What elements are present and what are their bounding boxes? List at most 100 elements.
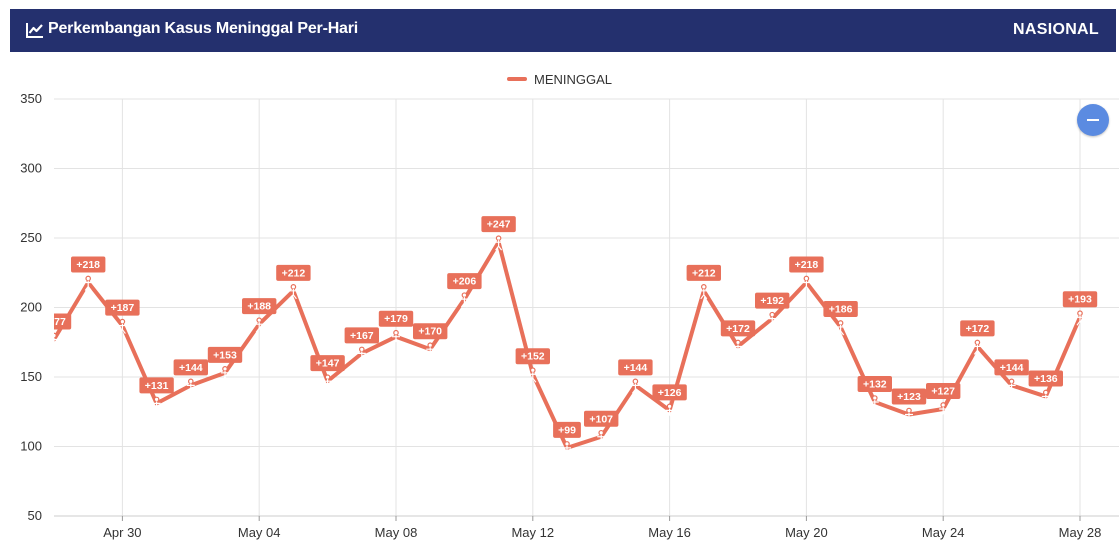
data-point [836,320,845,336]
x-tick-label: May 24 [922,525,965,540]
data-label-box [54,313,72,330]
data-label: +206 [453,276,477,288]
data-point [1041,389,1050,405]
data-label-box [926,382,961,399]
data-point [186,378,195,394]
zoom-reset-button[interactable] [1077,104,1109,136]
y-tick-label: 200 [20,300,42,315]
data-label-box [857,376,892,393]
data-label: +107 [589,413,613,425]
series-line [54,240,1082,450]
data-label: +186 [829,303,853,315]
data-label: +123 [897,391,921,403]
minus-icon [1087,119,1099,121]
data-point [1007,378,1016,394]
data-point [870,395,879,411]
data-point [563,441,571,457]
data-label: +247 [487,219,511,231]
data-point [768,311,777,327]
data-label: +153 [213,349,237,361]
data-label-box [173,359,208,376]
data-label: +192 [760,295,784,307]
data-point [460,292,469,308]
data-label: +218 [795,259,819,271]
data-label: +212 [282,267,306,279]
data-label-box [891,388,927,405]
data-point [597,429,606,446]
data-point [939,402,948,418]
data-label-box [105,299,140,316]
data-label-box [686,264,721,281]
data-point [699,284,708,300]
data-point [528,367,537,383]
line-chart-icon [26,23,43,38]
data-label-box [553,421,581,438]
x-tick-label: May 16 [648,525,691,540]
data-point [357,346,366,362]
data-label: +172 [726,323,750,335]
chart-grid [54,98,1119,517]
data-labels: +177 +218 +187 +131 +144 +153 +188 +212 +147 +167… [42,216,1098,438]
data-label: +218 [76,259,100,271]
y-axis: 50 100 150 200 250 300 350 [20,91,42,523]
chart-title: Perkembangan Kasus Meninggal Per-Hari [48,20,359,37]
data-label-box [823,300,858,317]
data-label: +144 [624,362,648,374]
x-tick-label: May 08 [375,525,418,540]
data-label-box [789,256,824,273]
data-label: +136 [1034,373,1058,385]
data-point [118,318,127,334]
data-label: +172 [966,323,990,335]
data-label-box [310,355,345,372]
data-point [54,332,58,348]
data-point [426,342,435,358]
data-point [221,366,229,382]
data-label: +193 [1068,294,1092,306]
data-label: +167 [350,330,374,342]
x-axis: Apr 30 May 04 May 08 May 12 May 16 May 20 May … [54,515,1119,540]
data-label-box [378,310,414,327]
data-label: +152 [521,351,545,363]
data-label-box [720,320,756,337]
data-label: +126 [658,387,682,399]
data-point [255,317,264,333]
data-point [905,407,913,423]
data-label-box [207,346,243,363]
data-label: +212 [692,267,716,279]
data-label-box [276,264,311,281]
data-label-box [618,359,653,376]
data-label: +187 [111,302,135,314]
data-point [494,235,503,251]
data-point [631,378,640,394]
legend-swatch [506,76,527,81]
data-point [802,275,811,291]
data-label-box [994,359,1029,376]
data-label: +179 [384,313,408,325]
data-point [1076,310,1084,326]
x-tick-label: May 20 [785,525,828,540]
y-tick-label: 150 [20,369,42,384]
data-point [665,403,674,419]
x-tick-label: Apr 30 [103,525,141,540]
y-tick-label: 100 [20,439,42,454]
y-tick-label: 300 [20,161,42,176]
chart-header: Perkembangan Kasus Meninggal Per-Hari NA… [10,9,1116,52]
data-label-box [584,410,619,427]
data-label-box [652,384,687,401]
x-tick-label: May 12 [511,525,554,540]
data-point [734,339,742,355]
y-tick-label: 250 [20,230,42,245]
data-label-box [960,320,995,337]
legend-label: MENINGGAL [533,72,612,87]
data-label-box [344,327,379,344]
data-label: +177 [42,316,66,328]
data-label: +132 [863,379,887,391]
data-label-box [71,256,106,273]
data-label: +127 [931,385,955,397]
chart-legend[interactable]: MENINGGAL [0,72,1119,87]
data-label: +147 [316,358,340,370]
data-label-box [413,323,448,340]
x-tick-label: May 04 [238,525,281,540]
data-label-box [481,216,516,233]
